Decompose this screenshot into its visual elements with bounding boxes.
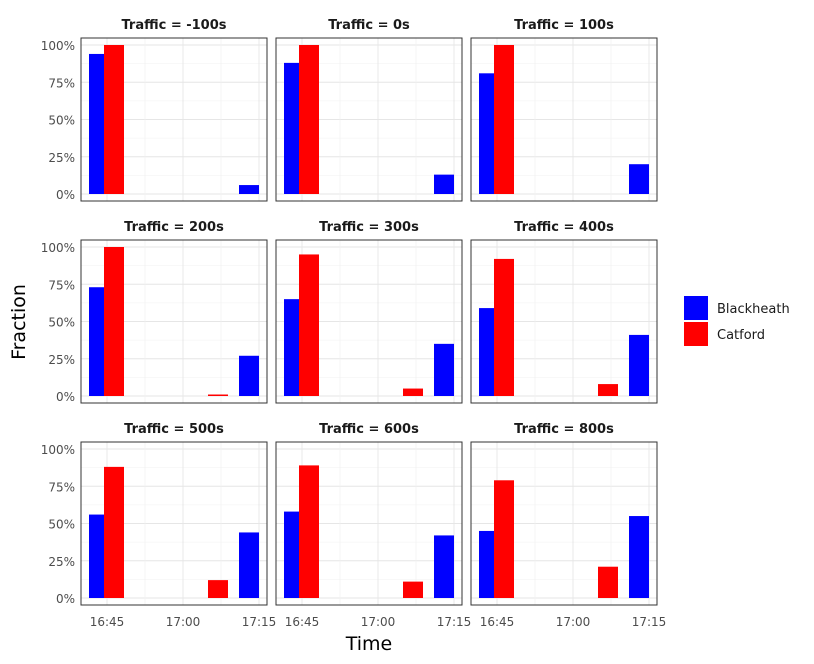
y-tick-label: 50% [48,114,75,128]
bar-blackheath [89,514,104,598]
y-tick-label: 25% [48,353,75,367]
panel-border [80,37,268,202]
y-tick-label: 25% [48,555,75,569]
x-tick-label: 17:00 [166,615,201,629]
bar-catford [598,384,618,396]
y-tick-label: 50% [48,316,75,330]
facet-title: Traffic = 500s [124,422,224,437]
y-axis-title: Fraction [8,284,30,360]
x-tick-label: 16:45 [285,615,320,629]
panel-border [275,37,463,202]
bar-catford [598,566,618,598]
x-tick-label: 17:00 [556,615,591,629]
y-tick-label: 0% [56,390,75,404]
y-tick-label: 0% [56,188,75,202]
facet-title: Traffic = -100s [121,18,226,33]
bar-blackheath [89,287,104,396]
panel-border [80,441,268,606]
panel-border [275,239,463,404]
bar-blackheath [434,535,454,598]
facet-title: Traffic = 0s [328,18,410,33]
bar-catford [299,254,319,396]
facet-panel: Traffic = 300s [275,220,463,404]
x-tick-label: 16:45 [480,615,515,629]
y-tick-label: 75% [48,76,75,90]
facet-title: Traffic = 200s [124,220,224,235]
bar-catford [104,45,124,194]
bar-blackheath [284,511,299,598]
panel-border [470,37,658,202]
bar-blackheath [629,164,649,194]
x-tick-label: 17:15 [437,615,472,629]
y-tick-label: 0% [56,592,75,606]
y-tick-label: 100% [41,241,75,255]
bar-blackheath [284,62,299,194]
x-tick-label: 17:15 [242,615,277,629]
x-tick-label: 17:00 [361,615,396,629]
legend-key-blackheath [684,296,708,320]
bar-catford [104,466,124,598]
legend: Blackheath Catford [684,296,790,346]
legend-label: Blackheath [717,302,790,317]
panel-border [470,441,658,606]
x-axis-title: Time [345,633,393,655]
y-tick-label: 100% [41,443,75,457]
panel-border [80,239,268,404]
bar-blackheath [284,299,299,396]
y-tick-label: 75% [48,480,75,494]
y-tick-label: 25% [48,151,75,165]
facet-panel: Traffic = 200s 0% 25% 50% 75% 100% [41,220,268,404]
bar-catford [403,581,423,598]
bar-blackheath [89,53,104,194]
bar-blackheath [239,532,259,598]
bar-blackheath [629,516,649,598]
facet-title: Traffic = 300s [319,220,419,235]
facet-title: Traffic = 800s [514,422,614,437]
bar-catford [104,247,124,396]
bar-blackheath [479,308,494,396]
facet-title: Traffic = 400s [514,220,614,235]
bar-catford [299,45,319,194]
bar-blackheath [629,334,649,396]
panel-border [275,441,463,606]
bar-catford [208,580,228,598]
legend-key-catford [684,322,708,346]
facet-panel: Traffic = 800s [470,422,658,606]
facet-title: Traffic = 600s [319,422,419,437]
x-tick-label: 16:45 [90,615,125,629]
bar-blackheath [239,185,259,194]
legend-label: Catford [717,328,765,343]
facet-panel: Traffic = 500s 0% 25% 50% 75% 100% [41,422,268,606]
x-tick-label: 17:15 [632,615,667,629]
bar-blackheath [434,343,454,396]
facet-panel: Traffic = -100s 0% 25% 50% 75% 100% [41,18,268,202]
facet-panel: Traffic = 600s [275,422,463,606]
facet-panel: Traffic = 100s [470,18,658,202]
bar-blackheath [479,530,494,598]
bar-blackheath [479,73,494,194]
panel-border [470,239,658,404]
y-tick-label: 100% [41,39,75,53]
bar-catford [494,45,514,194]
facet-panel: Traffic = 0s [275,18,463,202]
y-tick-label: 75% [48,278,75,292]
bar-catford [494,258,514,396]
bar-blackheath [434,174,454,194]
x-axis: 16:45 17:00 17:15 16:45 17:00 17:15 16:45 17:00… [90,615,667,629]
bar-catford [494,480,514,598]
bar-blackheath [239,355,259,396]
bar-catford [208,394,228,396]
bar-catford [299,465,319,598]
y-tick-label: 50% [48,518,75,532]
facet-title: Traffic = 100s [514,18,614,33]
bar-catford [403,388,423,396]
facet-panel: Traffic = 400s [470,220,658,404]
